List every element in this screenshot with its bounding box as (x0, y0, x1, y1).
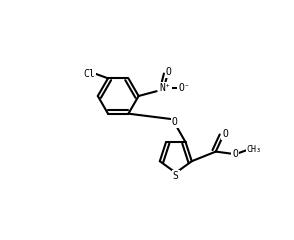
Text: CH₃: CH₃ (247, 145, 262, 154)
Text: O: O (166, 67, 171, 77)
Text: N⁺: N⁺ (159, 83, 171, 93)
Text: Cl: Cl (83, 69, 95, 78)
Text: O⁻: O⁻ (178, 83, 190, 93)
Text: S: S (173, 171, 179, 181)
Text: O: O (223, 129, 228, 138)
Text: O: O (172, 117, 178, 127)
Text: O: O (232, 149, 238, 159)
